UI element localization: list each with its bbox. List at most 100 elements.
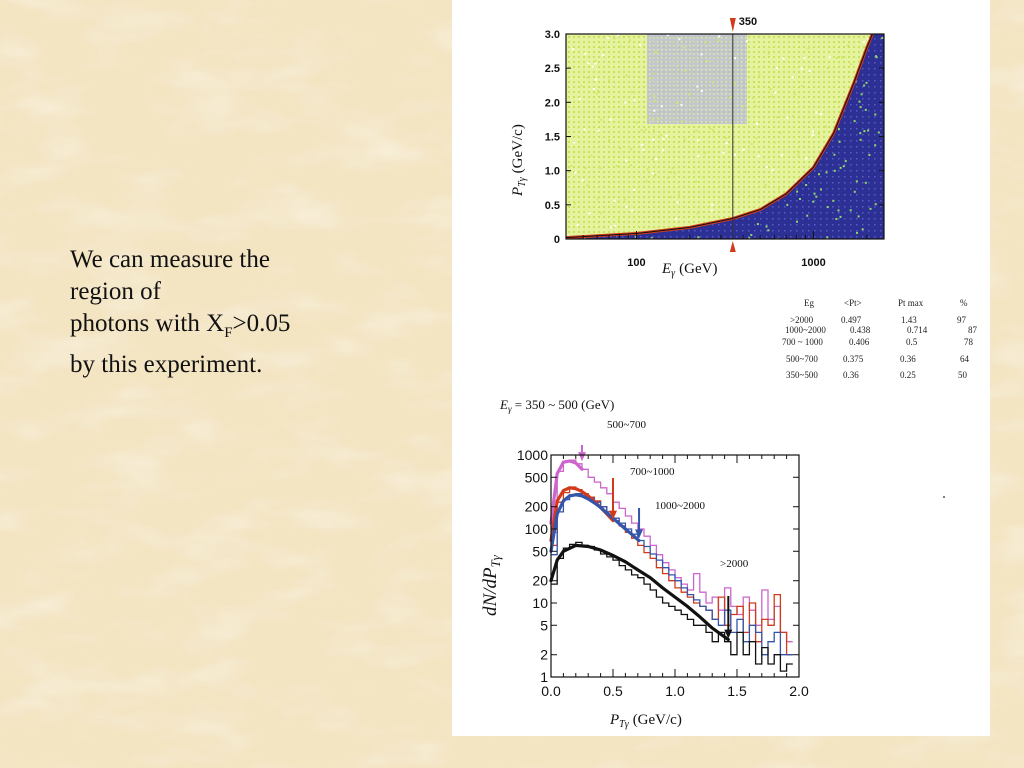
scatter-point: [681, 119, 684, 122]
scatter-point: [820, 188, 822, 191]
annotation-label-3: 1000~2000: [655, 500, 705, 512]
scatter-point: [683, 139, 686, 142]
scatter-point: [729, 96, 732, 99]
scatter-point: [584, 167, 587, 170]
table-cell-r5-c4: 50: [958, 370, 968, 380]
scatter-point: [680, 103, 683, 106]
fit-curve-series-1: [549, 459, 584, 525]
scatter-point: [711, 203, 714, 206]
annotation-label-1: 500~700: [607, 419, 646, 431]
scatter-point: [750, 234, 753, 236]
scatter-point: [803, 56, 806, 59]
scatter-point: [640, 129, 643, 132]
scatter-point: [619, 45, 622, 48]
scatter-point: [653, 109, 656, 112]
x-tick-label: 100: [627, 257, 645, 269]
scatter-x-label-var: E: [661, 261, 671, 277]
annotation-arrowhead-2: [609, 510, 617, 520]
scatter-point: [683, 46, 685, 49]
scatter-point: [826, 67, 829, 70]
scatter-point: [590, 154, 593, 157]
scatter-point: [633, 91, 636, 94]
scatter-point: [792, 115, 795, 117]
y-tick-label: 1.5: [545, 132, 560, 144]
scatter-point: [863, 84, 866, 87]
scatter-point: [828, 56, 831, 59]
scatter-point: [808, 69, 811, 72]
scatter-point: [805, 157, 808, 160]
scatter-point: [812, 130, 814, 133]
scatter-points: [570, 34, 884, 239]
scatter-point: [825, 171, 828, 174]
scatter-point: [863, 41, 865, 43]
scatter-point: [764, 185, 767, 188]
scatter-point: [594, 62, 597, 65]
table-cell-r5-c2: 0.36: [843, 370, 859, 380]
scatter-point: [837, 209, 840, 212]
scatter-point: [573, 202, 576, 205]
scatter-point: [811, 134, 814, 137]
scatter-point: [645, 180, 648, 183]
spectrum-fits: [549, 459, 730, 642]
scatter-point: [718, 39, 721, 42]
scatter-point: [847, 44, 850, 47]
scatter-point: [696, 212, 699, 215]
scatter-point: [625, 205, 628, 208]
scatter-x-label-unit: (GeV): [679, 261, 717, 277]
scatter-point: [629, 39, 632, 42]
scatter-point: [838, 140, 841, 143]
scatter-point: [797, 153, 800, 156]
scatter-point: [794, 181, 797, 184]
scatter-point: [853, 190, 856, 193]
scatter-point: [717, 176, 720, 179]
scatter-point: [774, 91, 777, 94]
spectrum-x-label-var: P: [609, 712, 619, 728]
scatter-point: [754, 105, 757, 108]
histogram-series-1: [551, 459, 793, 643]
spectrum-axes-ticks: 1 2 5 10 20 50 100 200 500 1000 0.0 0.5 1.0 1.5 2.0: [517, 447, 809, 699]
marker-arrow-top: [729, 18, 736, 32]
scatter-point: [574, 171, 577, 174]
scatter-point: [599, 167, 602, 169]
scatter-point: [693, 171, 696, 174]
scatter-point: [660, 134, 663, 137]
scatter-point: [666, 34, 669, 36]
scatter-point: [718, 35, 721, 38]
scatter-point: [696, 85, 699, 88]
table-header-eg: Eg: [804, 298, 814, 308]
scatter-point: [616, 165, 619, 167]
scatter-point: [607, 36, 610, 39]
table-cell-r3-c3: 0.5: [906, 337, 918, 347]
scatter-point: [813, 192, 816, 195]
scatter-point: [583, 128, 586, 131]
table-cell-r1-c2: 0.497: [841, 315, 862, 325]
table-cell-r5-c3: 0.25: [900, 370, 916, 380]
scatter-point: [650, 237, 653, 239]
scatter-point: [859, 132, 862, 135]
table-cell-r5-c1: 350~500: [786, 370, 818, 380]
y-tick-label: 3.0: [545, 29, 560, 41]
scatter-point: [855, 180, 858, 183]
text-line-3: photons with XF>0.05: [70, 308, 400, 349]
scatter-point: [748, 237, 751, 239]
scatter-point: [599, 46, 602, 49]
scatter-point: [597, 89, 600, 92]
scatter-point: [588, 212, 591, 215]
scatter-point: [859, 106, 862, 109]
scatter-point: [805, 184, 808, 186]
scatter-point: [670, 171, 672, 174]
scatter-point: [765, 166, 768, 169]
scatter-point: [842, 165, 845, 168]
scatter-point: [725, 142, 728, 144]
scatter-point: [594, 78, 597, 81]
scatter-point: [839, 215, 842, 218]
x-tick-label: 0.0: [541, 683, 561, 699]
scatter-point: [807, 47, 810, 50]
scatter-point: [671, 167, 674, 170]
scatter-point: [599, 211, 602, 214]
y-tick-label: 2.5: [545, 63, 560, 75]
scatter-point: [756, 223, 759, 226]
scatter-y-label-var: P: [510, 187, 526, 197]
spectrum-y-label-sub: Tγ: [488, 554, 503, 567]
scatter-point: [757, 85, 760, 88]
